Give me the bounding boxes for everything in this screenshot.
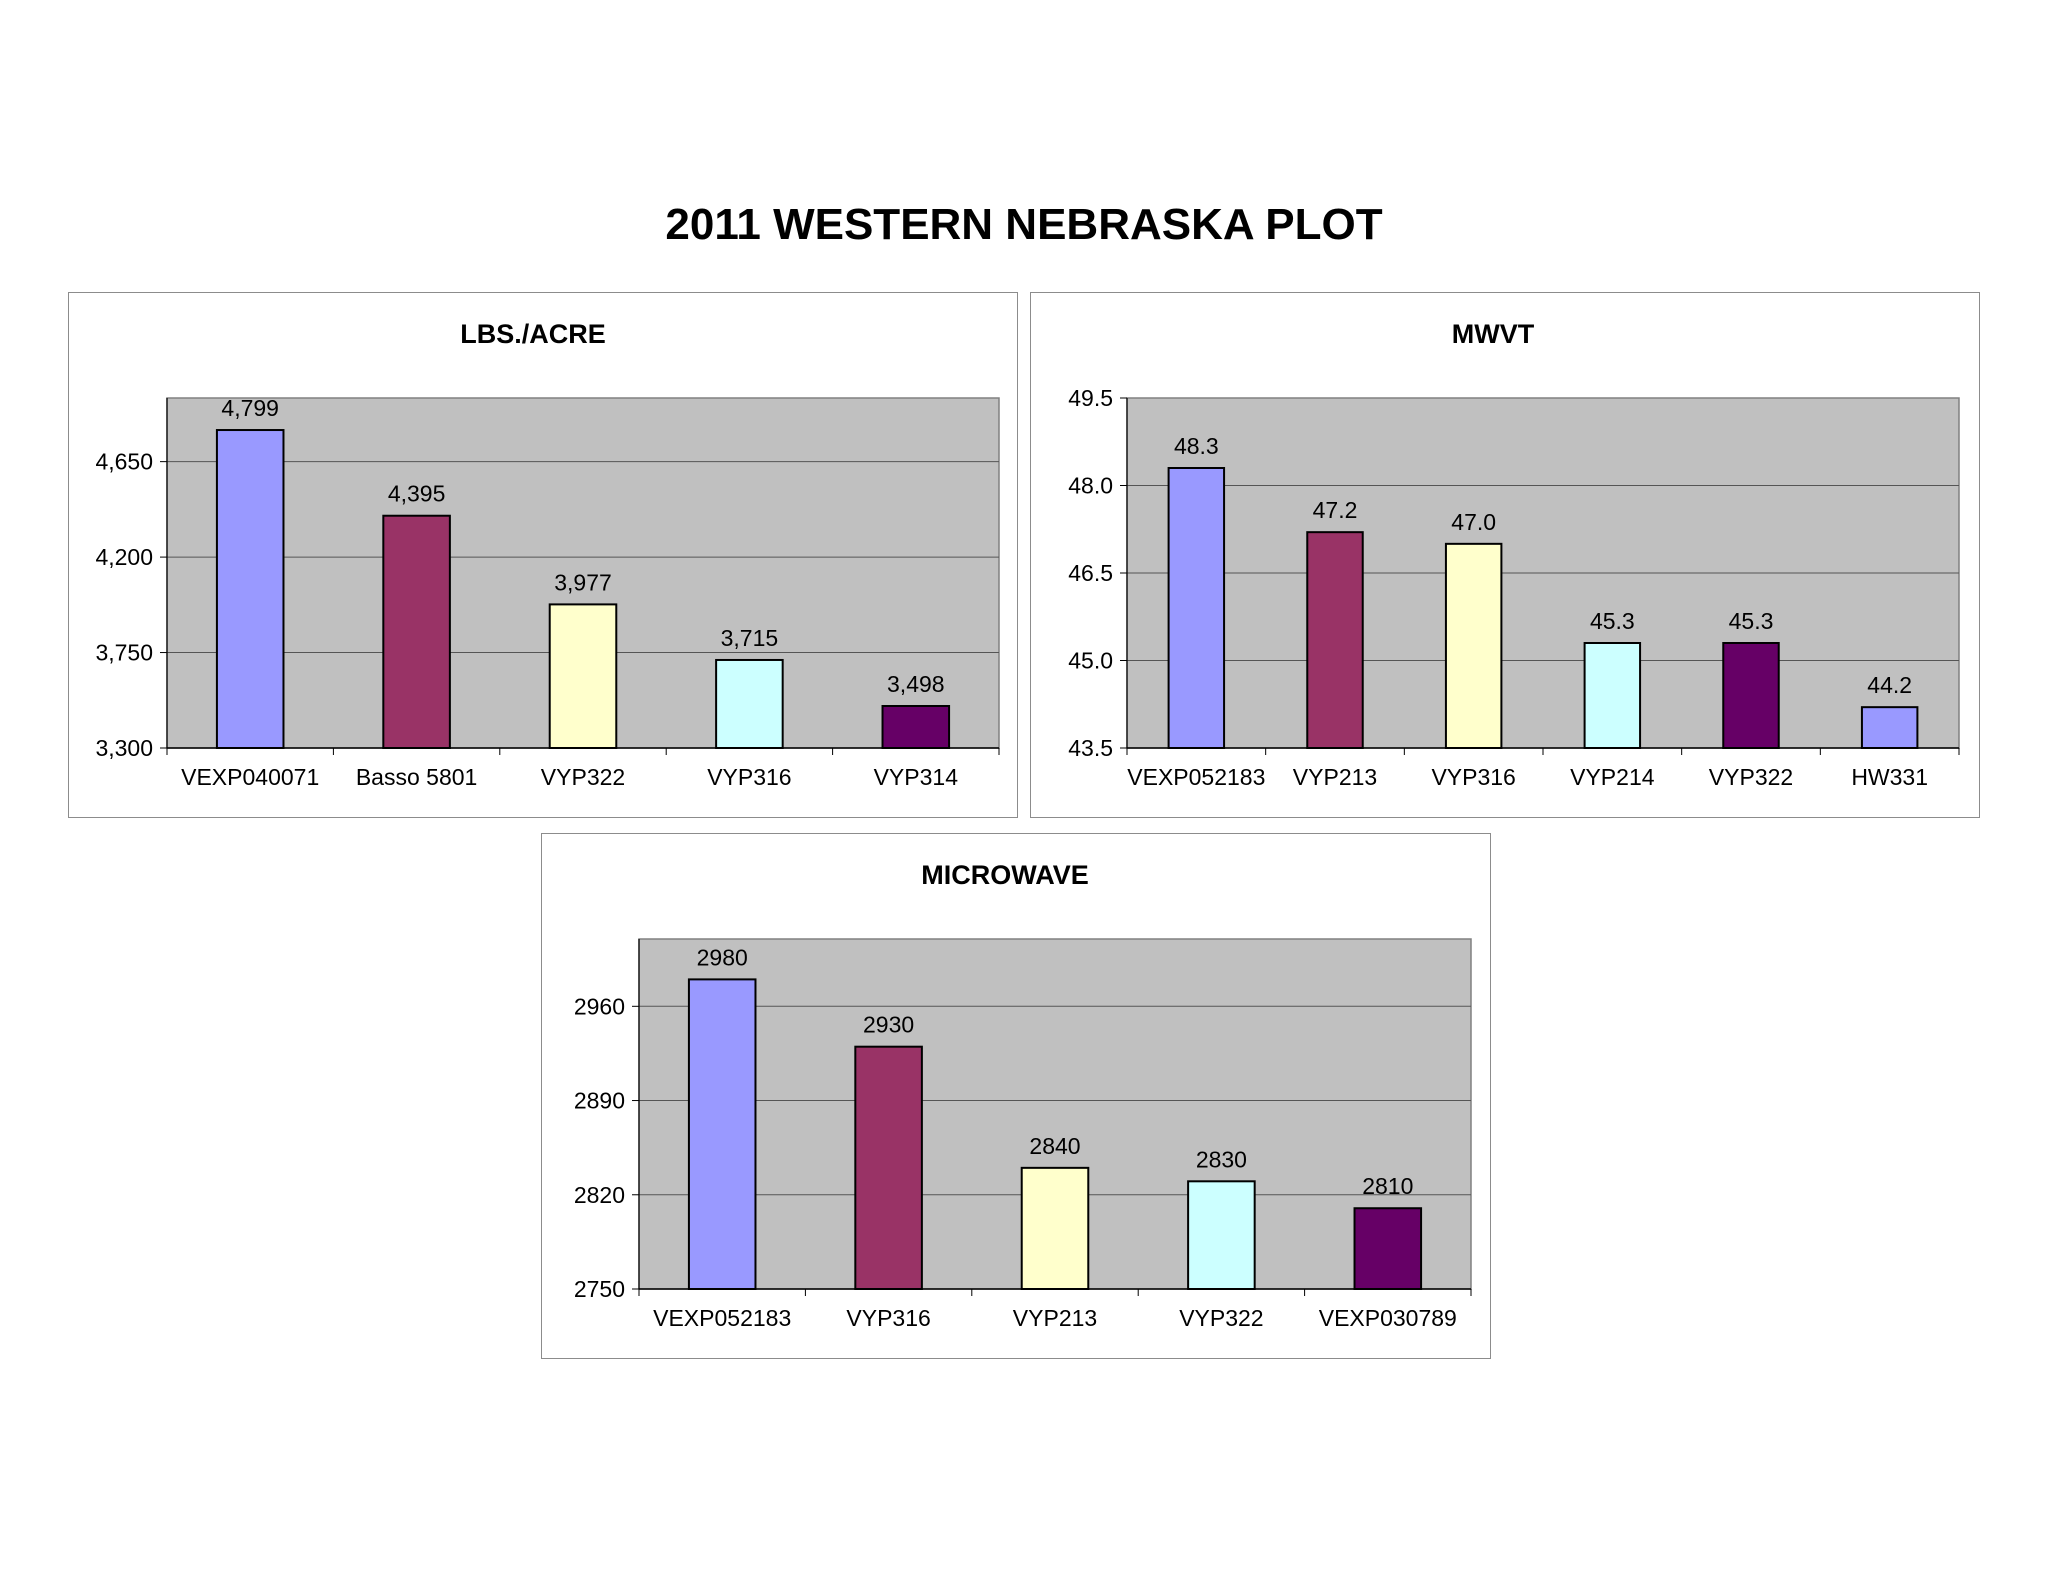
x-tick-label: VEXP052183: [1127, 764, 1265, 790]
bar: [1167, 467, 1226, 749]
x-tick-label: VYP322: [541, 764, 625, 790]
chart-mwvt: MWVT 43.5 45.0 46.5 48.0 49.5 48.3 VEXP052183 47…: [1030, 292, 1980, 818]
chart-microwave: MICROWAVE 2750 2820 2890 2960 2980 VEXP052183 2…: [541, 833, 1491, 1359]
bar: [382, 514, 451, 749]
x-tick-label: VYP213: [1293, 764, 1377, 790]
data-label: 47.2: [1313, 497, 1358, 523]
data-label: 4,395: [388, 481, 446, 507]
x-tick-label: VEXP052183: [653, 1305, 791, 1331]
chart-mwvt-svg: MWVT 43.5 45.0 46.5 48.0 49.5 48.3 VEXP052183 47…: [1068, 319, 1960, 790]
x-tick-label: VYP316: [846, 1305, 930, 1331]
x-tick-label: VEXP040071: [181, 764, 319, 790]
data-label: 44.2: [1867, 672, 1912, 698]
chart-title: LBS./ACRE: [460, 319, 606, 349]
bar: [1444, 542, 1503, 749]
bar: [854, 1045, 923, 1290]
data-label: 48.3: [1174, 433, 1219, 459]
data-label: 2830: [1196, 1146, 1247, 1172]
bar: [1722, 642, 1780, 749]
x-tick-label: VEXP030789: [1319, 1305, 1457, 1331]
y-tick-label: 3,300: [95, 735, 153, 761]
data-label: 47.0: [1451, 509, 1496, 535]
x-tick-label: VYP214: [1570, 764, 1655, 790]
chart-lbs-acre: LBS./ACRE 3,300 3,750 4,200 4,650 4,799 VEXP04…: [68, 292, 1018, 818]
chart-title: MWVT: [1452, 319, 1535, 349]
x-tick-label: VYP314: [874, 764, 959, 790]
y-tick-label: 49.5: [1068, 385, 1113, 411]
x-tick-label: Basso 5801: [356, 764, 477, 790]
data-label: 3,498: [887, 671, 945, 697]
y-tick-label: 3,750: [95, 640, 153, 666]
y-tick-label: 45.0: [1068, 648, 1113, 674]
y-tick-label: 43.5: [1068, 735, 1113, 761]
y-tick-label: 2820: [574, 1182, 625, 1208]
data-label: 3,715: [721, 625, 779, 651]
y-tick-label: 4,200: [95, 544, 153, 570]
page-title: 2011 WESTERN NEBRASKA PLOT: [665, 200, 1383, 249]
x-tick-label: VYP322: [1709, 764, 1793, 790]
data-label: 45.3: [1729, 608, 1774, 634]
data-label: 45.3: [1590, 608, 1635, 634]
bar: [1860, 706, 1919, 749]
x-tick-label: VYP213: [1013, 1305, 1097, 1331]
bar: [1583, 642, 1642, 749]
bar: [715, 658, 784, 749]
bar: [687, 978, 757, 1290]
data-label: 4,799: [221, 395, 279, 421]
data-label: 2980: [697, 944, 748, 970]
data-label: 2840: [1029, 1133, 1080, 1159]
data-label: 3,977: [554, 569, 612, 595]
y-tick-label: 4,650: [95, 449, 153, 475]
bar: [881, 705, 951, 749]
chart-microwave-svg: MICROWAVE 2750 2820 2890 2960 2980 VEXP052183 2…: [574, 860, 1472, 1331]
x-tick-label: VYP316: [1431, 764, 1515, 790]
y-tick-label: 48.0: [1068, 473, 1113, 499]
bar: [1306, 531, 1364, 749]
y-tick-label: 2960: [574, 993, 625, 1019]
chart-title: MICROWAVE: [921, 860, 1089, 890]
x-tick-label: VYP316: [707, 764, 791, 790]
x-tick-label: VYP322: [1179, 1305, 1263, 1331]
bar: [1020, 1166, 1090, 1291]
data-label: 2810: [1362, 1173, 1413, 1199]
y-tick-label: 2750: [574, 1276, 625, 1302]
bar: [548, 603, 618, 750]
bar: [215, 429, 285, 749]
bar: [1187, 1180, 1256, 1290]
chart-lbs-acre-svg: LBS./ACRE 3,300 3,750 4,200 4,650 4,799 VEXP04…: [95, 319, 1000, 790]
bar: [1353, 1207, 1423, 1291]
x-tick-label: HW331: [1851, 764, 1928, 790]
y-tick-label: 2890: [574, 1088, 625, 1114]
data-label: 2930: [863, 1012, 914, 1038]
y-tick-label: 46.5: [1068, 560, 1113, 586]
